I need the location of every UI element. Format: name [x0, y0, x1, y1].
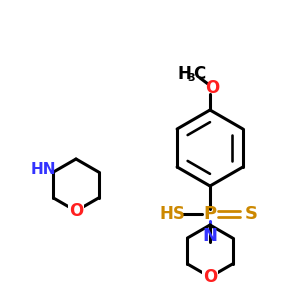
- Text: O: O: [205, 79, 219, 97]
- Text: O: O: [203, 268, 217, 286]
- Text: H: H: [177, 65, 191, 83]
- Text: HS: HS: [159, 205, 185, 223]
- Text: S: S: [244, 205, 257, 223]
- Text: N: N: [202, 227, 217, 245]
- Text: C: C: [193, 65, 205, 83]
- Text: 3: 3: [187, 73, 195, 83]
- Text: P: P: [203, 205, 217, 223]
- Text: O: O: [69, 202, 83, 220]
- Text: HN: HN: [31, 163, 56, 178]
